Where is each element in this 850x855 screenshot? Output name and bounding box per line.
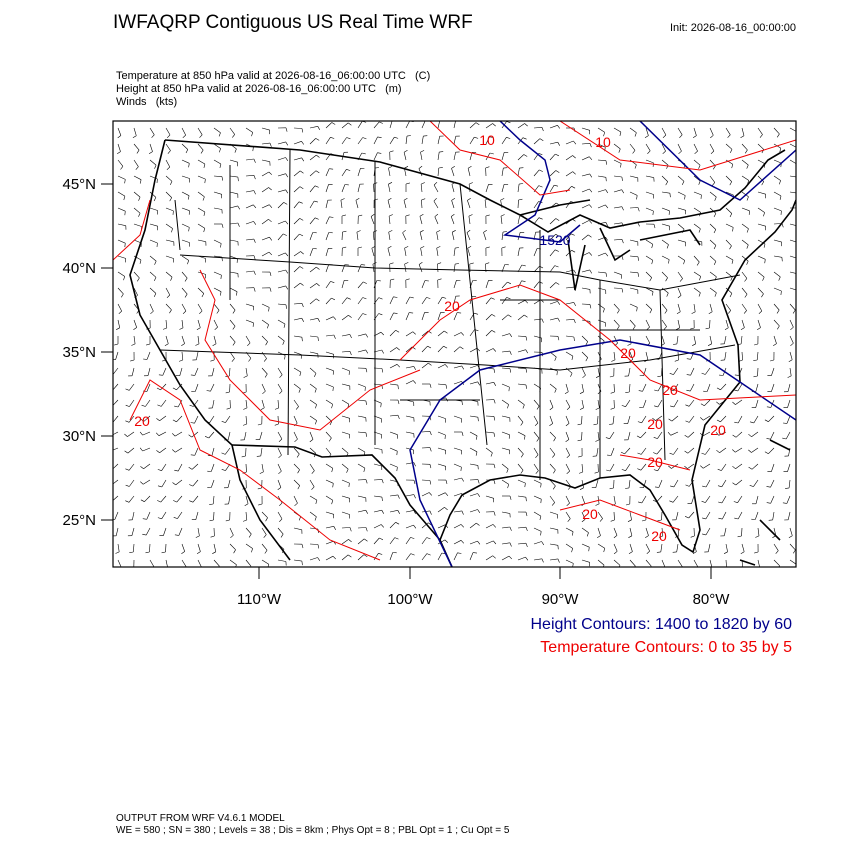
footer-line: WE = 580 ; SN = 380 ; Levels = 38 ; Dis … <box>116 825 510 836</box>
contour-label: 20 <box>647 416 663 432</box>
lon-label: 100°W <box>387 591 433 608</box>
contour-label: 10 <box>595 134 611 150</box>
lat-label: 25°N <box>62 512 96 529</box>
contour-label: 20 <box>651 528 667 544</box>
init-time: Init: 2026-08-16_00:00:00 <box>670 22 796 34</box>
lat-label: 35°N <box>62 344 96 361</box>
legend-text: Temperature Contours: 0 to 35 by 5 <box>540 639 792 656</box>
contour-label: 20 <box>647 454 663 470</box>
contour-label: 20 <box>710 422 726 438</box>
lon-label: 80°W <box>693 591 731 608</box>
field-line: Temperature at 850 hPa valid at 2026-08-… <box>116 70 430 82</box>
field-line: Height at 850 hPa valid at 2026-08-16_06… <box>116 83 402 95</box>
footer-line: OUTPUT FROM WRF V4.6.1 MODEL <box>116 813 285 824</box>
contour-label: 20 <box>444 298 460 314</box>
contour-label: 10 <box>479 132 495 148</box>
contour-label: 20 <box>134 413 150 429</box>
legend-text: Height Contours: 1400 to 1820 by 60 <box>530 616 792 633</box>
lon-label: 110°W <box>237 591 282 608</box>
lat-label: 45°N <box>62 176 96 193</box>
lon-label: 90°W <box>542 591 580 608</box>
contour-label: 20 <box>620 345 636 361</box>
title: IWFAQRP Contiguous US Real Time WRF <box>113 12 473 33</box>
contour-label: 20 <box>582 506 598 522</box>
lat-label: 30°N <box>62 428 96 445</box>
contour-label: 1520 <box>539 232 570 248</box>
field-line: Winds (kts) <box>116 96 177 108</box>
contour-label: 20 <box>662 382 678 398</box>
lat-label: 40°N <box>62 260 96 277</box>
